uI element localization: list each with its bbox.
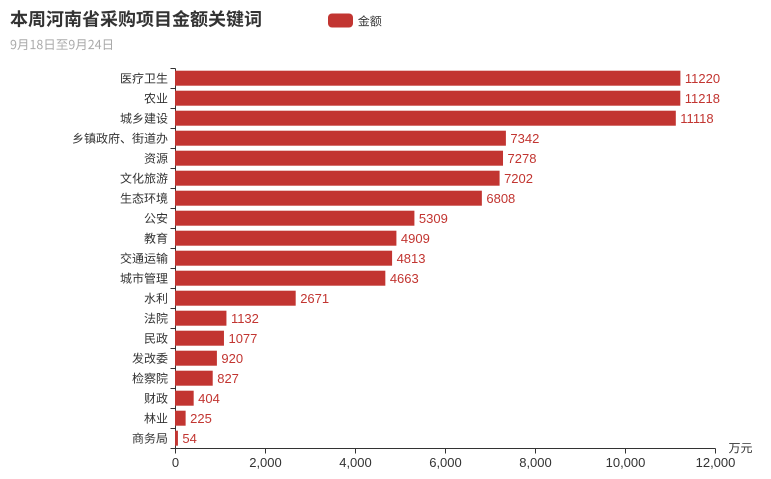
svg-text:920: 920 [221,351,243,366]
svg-text:10,000: 10,000 [606,455,646,470]
svg-text:1132: 1132 [231,311,259,326]
svg-text:225: 225 [190,411,212,426]
svg-text:11220: 11220 [685,71,720,86]
svg-text:4663: 4663 [390,271,419,286]
svg-text:2,000: 2,000 [249,455,282,470]
svg-text:11118: 11118 [680,111,713,126]
svg-text:0: 0 [172,455,179,470]
svg-text:4909: 4909 [401,231,430,246]
svg-text:7202: 7202 [504,171,533,186]
svg-text:8,000: 8,000 [519,455,552,470]
svg-text:4,000: 4,000 [339,455,372,470]
svg-text:7278: 7278 [508,151,537,166]
svg-text:6808: 6808 [486,191,515,206]
svg-text:5309: 5309 [419,211,448,226]
svg-text:11218: 11218 [685,91,720,106]
svg-text:2671: 2671 [300,291,329,306]
svg-text:827: 827 [217,371,239,386]
svg-text:1077: 1077 [228,331,257,346]
svg-text:404: 404 [198,391,220,406]
svg-text:6,000: 6,000 [429,455,462,470]
svg-text:54: 54 [182,431,196,446]
svg-text:7342: 7342 [510,131,539,146]
svg-text:4813: 4813 [397,251,426,266]
svg-text:12,000: 12,000 [696,455,736,470]
